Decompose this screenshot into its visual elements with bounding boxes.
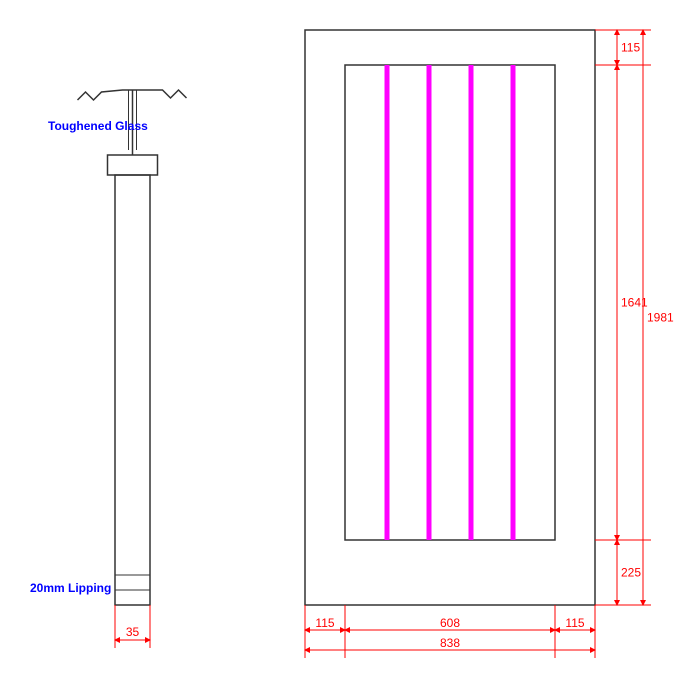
dim-value: 1641 bbox=[621, 296, 648, 310]
door-front-outer bbox=[305, 30, 595, 605]
dim-value: 1981 bbox=[647, 311, 674, 325]
dim-value: 115 bbox=[621, 41, 640, 55]
door-front-inner bbox=[345, 65, 555, 540]
dim-side-width: 35 bbox=[126, 625, 140, 639]
lipping-label: 20mm Lipping bbox=[30, 581, 111, 595]
dim-value: 115 bbox=[315, 616, 334, 630]
door-cap bbox=[108, 155, 158, 175]
door-side-slab bbox=[115, 175, 150, 605]
toughened-glass-label: Toughened Glass bbox=[48, 119, 148, 133]
dim-value: 115 bbox=[565, 616, 584, 630]
dim-value: 608 bbox=[440, 616, 460, 630]
dim-value: 225 bbox=[621, 566, 641, 580]
dim-value: 838 bbox=[440, 636, 460, 650]
